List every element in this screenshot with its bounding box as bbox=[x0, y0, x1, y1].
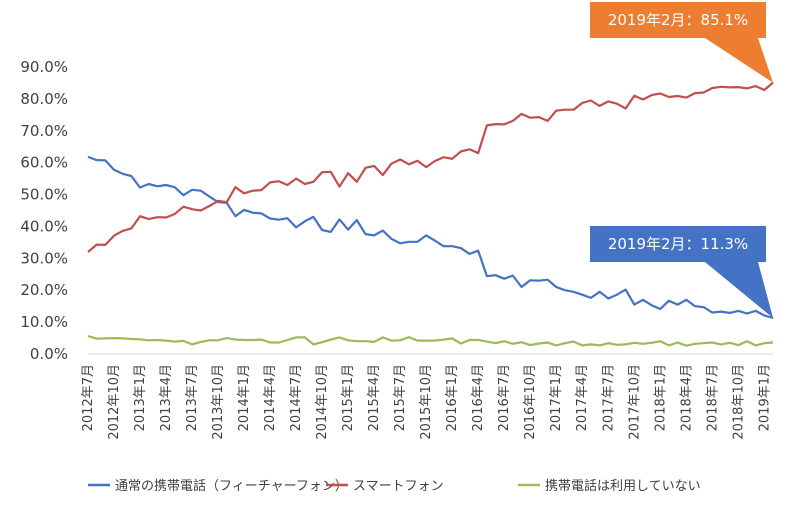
x-tick-label: 2014年1月 bbox=[237, 364, 252, 431]
legend-label: 携帯電話は利用していない bbox=[545, 478, 701, 494]
x-tick-label: 2015年7月 bbox=[393, 364, 408, 431]
x-tick-label: 2014年10月 bbox=[315, 364, 330, 440]
x-tick-label: 2014年4月 bbox=[263, 364, 278, 431]
callout-box bbox=[590, 2, 766, 38]
plot-area bbox=[87, 81, 774, 347]
y-tick-label: 0.0% bbox=[30, 345, 68, 363]
x-tick-label: 2017年4月 bbox=[575, 364, 590, 431]
x-tick-label: 2018年7月 bbox=[705, 364, 720, 431]
x-tick-label: 2018年4月 bbox=[679, 364, 694, 431]
y-tick-label: 50.0% bbox=[20, 186, 68, 204]
x-tick-label: 2015年10月 bbox=[419, 364, 434, 440]
y-tick-label: 90.0% bbox=[20, 58, 68, 76]
y-tick-label: 80.0% bbox=[20, 90, 68, 108]
y-tick-label: 20.0% bbox=[20, 281, 68, 299]
x-tick-label: 2016年10月 bbox=[523, 364, 538, 440]
callout-label: 2019年2月：85.1% bbox=[608, 11, 748, 29]
callout-0: 2019年2月：85.1% bbox=[590, 2, 773, 83]
callout-pointer bbox=[705, 262, 773, 318]
x-tick-label: 2017年7月 bbox=[601, 364, 616, 431]
x-tick-label: 2013年1月 bbox=[133, 364, 148, 431]
callout-box bbox=[590, 226, 766, 262]
series-line-0 bbox=[87, 155, 774, 320]
y-tick-label: 70.0% bbox=[20, 122, 68, 140]
callout-1: 2019年2月：11.3% bbox=[590, 226, 773, 318]
chart-axes: 0.0% 10.0% 20.0% 30.0% 40.0% 50.0% 60.0% 70.0% 8… bbox=[20, 58, 773, 440]
x-tick-label: 2019年1月 bbox=[757, 364, 772, 431]
x-tick-label: 2016年4月 bbox=[471, 364, 486, 431]
x-tick-label: 2013年10月 bbox=[211, 364, 226, 440]
x-tick-label: 2016年7月 bbox=[497, 364, 512, 431]
y-tick-label: 60.0% bbox=[20, 154, 68, 172]
legend-item-0: 通常の携帯電話（フィーチャーフォン） bbox=[88, 478, 348, 494]
legend-label: 通常の携帯電話（フィーチャーフォン） bbox=[115, 478, 348, 494]
x-tick-label: 2017年10月 bbox=[627, 364, 642, 440]
x-tick-label: 2017年1月 bbox=[549, 364, 564, 431]
y-tick-label: 30.0% bbox=[20, 249, 68, 267]
x-tick-label: 2012年7月 bbox=[81, 364, 96, 431]
callout-label: 2019年2月：11.3% bbox=[608, 235, 748, 253]
legend: 通常の携帯電話（フィーチャーフォン） スマートフォン 携帯電話は利用していない bbox=[88, 478, 701, 494]
x-tick-label: 2015年1月 bbox=[341, 364, 356, 431]
callouts: 2019年2月：85.1% 2019年2月：11.3% bbox=[590, 2, 773, 318]
series-line-1 bbox=[87, 81, 774, 253]
y-tick-label: 10.0% bbox=[20, 313, 68, 331]
callout-pointer bbox=[705, 38, 773, 83]
x-tick-label: 2013年7月 bbox=[185, 364, 200, 431]
x-tick-label: 2014年7月 bbox=[289, 364, 304, 431]
y-tick-label: 40.0% bbox=[20, 217, 68, 235]
legend-label: スマートフォン bbox=[353, 479, 444, 494]
x-tick-label: 2012年10月 bbox=[107, 364, 122, 440]
legend-item-1: スマートフォン bbox=[326, 479, 444, 494]
x-tick-label: 2018年1月 bbox=[653, 364, 668, 431]
x-tick-label: 2015年4月 bbox=[367, 364, 382, 431]
legend-item-2: 携帯電話は利用していない bbox=[518, 478, 701, 494]
series-line-2 bbox=[87, 335, 774, 347]
x-tick-label: 2018年10月 bbox=[731, 364, 746, 440]
x-tick-label: 2013年4月 bbox=[159, 364, 174, 431]
x-tick-label: 2016年1月 bbox=[445, 364, 460, 431]
